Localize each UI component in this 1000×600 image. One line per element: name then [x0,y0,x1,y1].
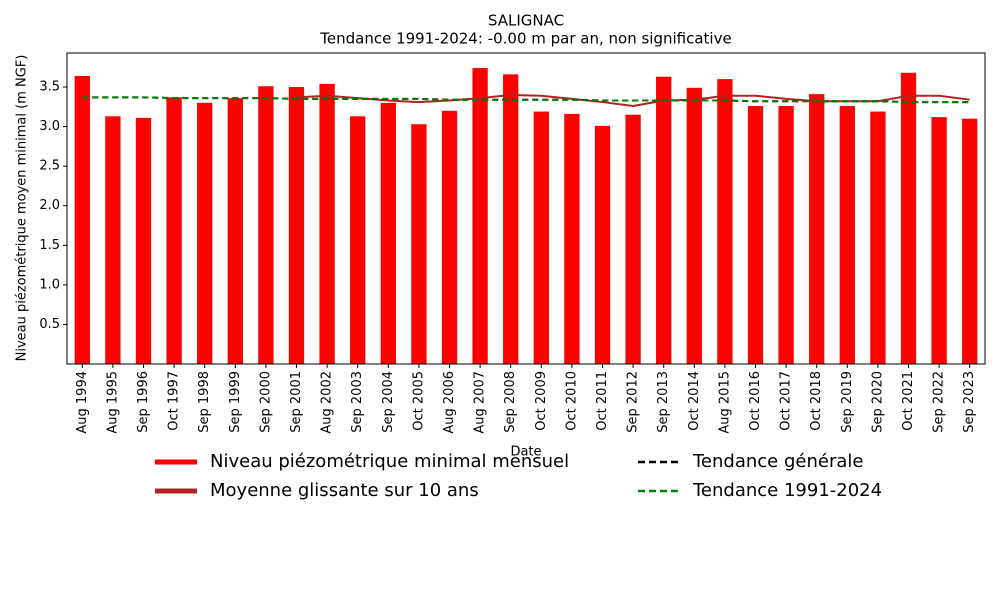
x-tick-label: Oct 2009 [534,371,549,431]
bar [839,106,855,364]
x-tick-label: Sep 2013 [656,371,671,433]
bar [227,98,243,364]
x-tick-label: Aug 2007 [473,371,488,434]
x-tick-label: Oct 2005 [411,371,426,431]
x-tick-label: Oct 2018 [809,371,824,431]
bar [197,102,213,364]
x-tick-label: Sep 2004 [381,371,396,433]
bar [288,87,305,365]
x-tick-label: Aug 2015 [717,371,732,434]
x-tick-label: Sep 1998 [197,371,212,433]
bar [686,87,702,364]
legend-label: Moyenne glissante sur 10 ans [210,480,479,501]
x-tick-label: Oct 2010 [564,371,579,431]
chart-subtitle: Tendance 1991-2024: -0.00 m par an, non … [319,30,731,48]
bar [594,125,611,364]
y-tick-label: 0.5 [39,317,60,332]
x-tick-label: Aug 2002 [320,371,335,434]
x-tick-label: Sep 2003 [350,371,365,433]
bar [105,116,121,364]
x-tick-label: Oct 2016 [748,371,763,431]
bar [411,124,427,364]
bar [870,111,886,364]
bar [258,86,274,365]
bar [717,79,733,364]
x-tick-label: Aug 1994 [75,371,90,434]
x-tick-label: Sep 1996 [136,371,151,433]
x-tick-label: Aug 2006 [442,371,457,434]
bar [503,74,519,365]
bar [319,83,335,364]
legend-label: Tendance 1991-2024 [692,480,882,501]
bar [900,72,917,364]
bar [441,110,458,364]
bar [656,76,672,365]
x-tick-label: Aug 1995 [105,371,120,434]
bar [533,111,549,364]
bar [931,117,947,364]
y-tick-label: 1.0 [39,277,60,292]
legend-label: Tendance générale [692,451,863,472]
x-tick-label: Oct 2021 [901,371,916,431]
bar [564,113,580,365]
x-tick-label: Sep 2008 [503,371,518,433]
y-tick-label: 1.5 [39,238,60,253]
x-tick-label: Sep 2020 [870,371,885,433]
bar [350,116,366,364]
line [82,96,970,104]
bar [74,75,90,365]
x-tick-label: Oct 1997 [167,371,182,431]
bar [166,97,182,364]
bar [135,117,152,364]
bar [962,118,978,364]
legend-label: Niveau piézométrique minimal mensuel [210,451,569,472]
x-tick-label: Oct 2017 [779,371,794,431]
y-tick-label: 3.0 [39,119,60,134]
y-tick-label: 3.5 [39,80,60,95]
y-tick-label: 2.5 [39,159,60,174]
bar [472,68,488,365]
bar [625,114,641,364]
x-axis-label: Date [510,445,541,460]
chart-title: SALIGNAC [488,12,564,30]
x-tick-label: Sep 2000 [258,371,273,433]
x-tick-label: Sep 2001 [289,371,304,433]
x-tick-label: Oct 2014 [687,371,702,431]
plot-frame [66,52,986,365]
x-tick-label: Sep 1999 [228,371,243,433]
bar [747,106,764,364]
bar [809,94,825,365]
bar [380,102,396,364]
x-tick-label: Sep 2022 [932,371,947,433]
x-tick-label: Sep 2019 [840,371,855,433]
y-tick-label: 2.0 [39,198,60,213]
bar [778,106,794,364]
x-tick-label: Oct 2011 [595,371,610,431]
x-tick-label: Sep 2012 [626,371,641,433]
x-tick-label: Sep 2023 [962,371,977,433]
y-axis-label: Niveau piézométrique moyen minimal (m NG… [15,55,30,362]
